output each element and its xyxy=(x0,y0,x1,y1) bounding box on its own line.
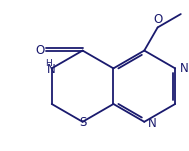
Text: S: S xyxy=(79,116,86,129)
Text: N: N xyxy=(148,117,157,130)
Text: N: N xyxy=(179,62,188,75)
Text: O: O xyxy=(153,13,162,26)
Text: H: H xyxy=(46,59,52,68)
Text: N: N xyxy=(47,63,55,76)
Text: O: O xyxy=(35,44,45,57)
